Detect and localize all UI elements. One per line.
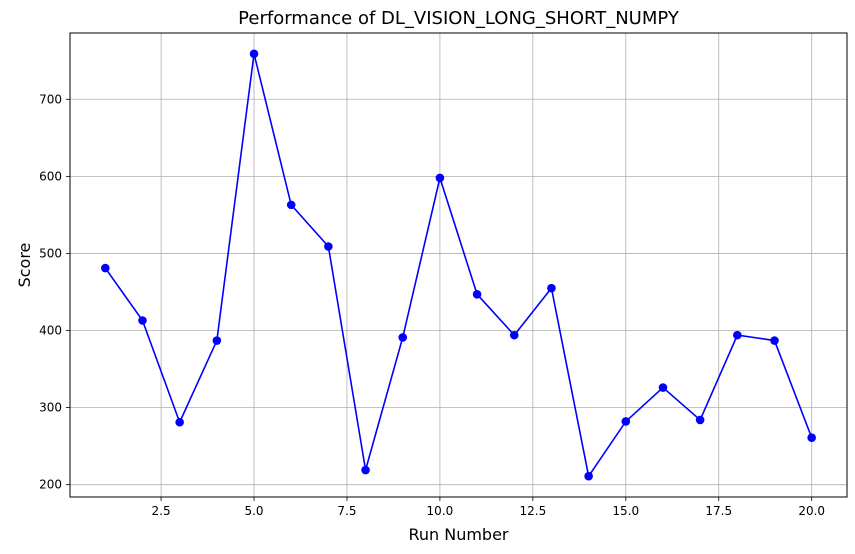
data-point — [472, 289, 482, 299]
x-tick-label: 2.5 — [152, 504, 171, 518]
data-point — [621, 417, 631, 426]
y-tick-label: 300 — [39, 401, 62, 415]
data-point — [658, 383, 668, 392]
y-tick-label: 200 — [39, 478, 62, 492]
data-point — [101, 263, 110, 273]
x-tick-label: 15.0 — [612, 504, 639, 518]
x-tick-label: 7.5 — [337, 504, 356, 518]
y-tick-label: 600 — [39, 169, 62, 183]
data-point — [249, 49, 259, 59]
x-axis-title: Run Number — [408, 525, 508, 544]
data-point — [212, 336, 222, 345]
series-layer — [101, 49, 816, 481]
data-point — [398, 333, 408, 342]
series-line — [104, 53, 813, 479]
data-point — [138, 316, 147, 325]
x-tick-label: 12.5 — [519, 504, 546, 518]
data-point — [584, 471, 593, 481]
x-tick-label: 5.0 — [244, 504, 263, 518]
x-tick-label: 20.0 — [798, 504, 825, 518]
data-point — [733, 330, 742, 340]
x-axis-ticks: 2.5 5.0 7.5 10.0 12.5 15.0 17.5 20.0 — [152, 497, 825, 518]
x-tick-label: 10.0 — [427, 504, 454, 518]
data-point — [435, 173, 445, 183]
chart-title: Performance of DL_VISION_LONG_SHORT_NUMP… — [238, 8, 680, 29]
y-tick-label: 500 — [39, 246, 62, 260]
data-point — [807, 433, 816, 442]
data-point — [509, 330, 519, 340]
y-tick-label: 700 — [39, 92, 62, 106]
data-point — [286, 200, 296, 210]
data-point — [175, 417, 184, 427]
y-axis-ticks: 200 300 400 500 600 700 — [39, 92, 70, 492]
y-axis-title: Score — [15, 243, 34, 288]
data-point — [547, 283, 556, 293]
data-point — [324, 242, 333, 251]
data-point — [361, 465, 370, 475]
y-tick-label: 400 — [39, 324, 62, 338]
grid — [70, 33, 847, 497]
data-point — [770, 336, 779, 345]
plot-frame — [69, 32, 848, 498]
x-tick-label: 17.5 — [705, 504, 732, 518]
data-point — [695, 415, 705, 425]
